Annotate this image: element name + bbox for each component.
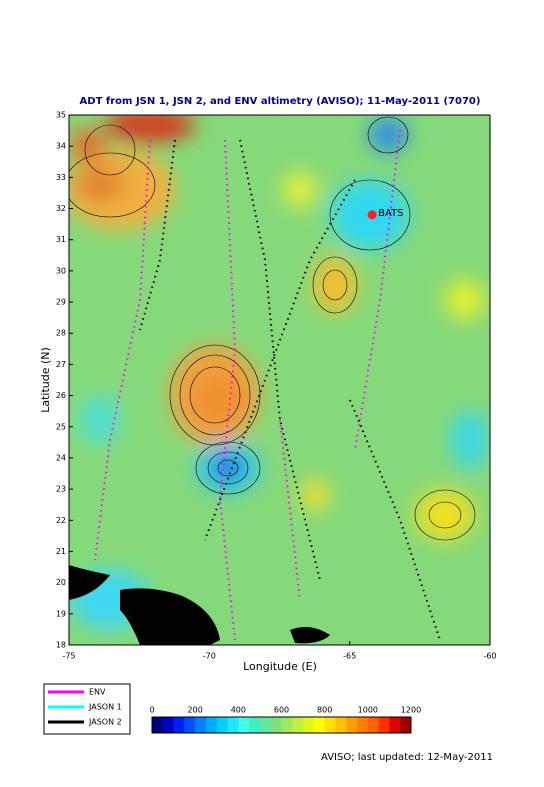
colorbar-tick-label: 0 bbox=[149, 706, 154, 715]
colorbar-cell bbox=[335, 717, 347, 733]
x-tick-label: -60 bbox=[483, 652, 496, 661]
colorbar-tick-label: 400 bbox=[231, 706, 246, 715]
colorbar-tick-label: 1000 bbox=[358, 706, 378, 715]
colorbar-cell bbox=[195, 717, 207, 733]
y-tick-label: 24 bbox=[56, 453, 66, 462]
axes: -75 -70 -65 -60 18 19 20 21 22 23 24 25 26 27 28 29 30 31… bbox=[56, 111, 497, 661]
x-tick-label: -70 bbox=[203, 652, 216, 661]
y-tick-label: 22 bbox=[56, 516, 66, 525]
colorbar-cell bbox=[184, 717, 196, 733]
y-tick-label: 30 bbox=[56, 266, 66, 275]
y-tick-label: 34 bbox=[56, 142, 66, 151]
y-tick-label: 29 bbox=[56, 298, 66, 307]
colorbar-tick-label: 800 bbox=[317, 706, 332, 715]
y-axis-label: Latitude (N) bbox=[39, 347, 52, 413]
legend-label: JASON 2 bbox=[88, 718, 122, 727]
y-tick-label: 25 bbox=[56, 422, 66, 431]
colorbar-cell bbox=[238, 717, 250, 733]
colorbar: 0 200 400 600 800 1000 1200 bbox=[149, 706, 421, 734]
y-tick-label: 19 bbox=[56, 609, 66, 618]
y-tick-label: 33 bbox=[56, 173, 66, 182]
legend-label: JASON 1 bbox=[88, 703, 122, 712]
colorbar-cell bbox=[313, 717, 325, 733]
colorbar-cell bbox=[357, 717, 369, 733]
y-tick-label: 28 bbox=[56, 329, 66, 338]
colorbar-cell bbox=[270, 717, 282, 733]
field bbox=[69, 115, 490, 645]
colorbar-cell bbox=[259, 717, 272, 733]
y-tick-label: 32 bbox=[56, 204, 66, 213]
colorbar-cell bbox=[281, 717, 293, 733]
y-tick-label: 18 bbox=[56, 641, 66, 650]
x-axis-label: Longitude (E) bbox=[243, 660, 317, 673]
colorbar-cell bbox=[249, 717, 261, 733]
y-tick-label: 21 bbox=[56, 547, 66, 556]
x-tick-label: -75 bbox=[62, 652, 75, 661]
colorbar-cell bbox=[303, 717, 315, 733]
x-tick-label: -65 bbox=[343, 652, 356, 661]
colorbar-cell bbox=[227, 717, 239, 733]
station-label: BATS bbox=[378, 208, 403, 219]
colorbar-cell bbox=[389, 717, 401, 733]
footer: AVISO; last updated: 12-May-2011 bbox=[321, 752, 493, 763]
colorbar-tick-label: 600 bbox=[274, 706, 289, 715]
y-tick-label: 20 bbox=[56, 578, 66, 587]
y-tick-label: 31 bbox=[56, 235, 66, 244]
title: ADT from JSN 1, JSN 2, and ENV altimetry… bbox=[80, 96, 481, 107]
y-tick-label: 26 bbox=[56, 391, 66, 400]
legend: ENV JASON 1 JASON 2 bbox=[48, 688, 122, 727]
colorbar-cell bbox=[367, 717, 379, 733]
colorbar-tick-label: 200 bbox=[188, 706, 203, 715]
colorbar-tick-label: 1200 bbox=[401, 706, 421, 715]
station-marker bbox=[367, 210, 377, 220]
plot-frame bbox=[68, 114, 491, 646]
colorbar-cell bbox=[346, 717, 358, 733]
legend-label: ENV bbox=[89, 688, 106, 697]
y-tick-label: 27 bbox=[56, 360, 66, 369]
colorbar-cell bbox=[205, 717, 218, 733]
colorbar-cell bbox=[378, 717, 390, 733]
colorbar-cell bbox=[400, 717, 412, 733]
colorbar-cell bbox=[152, 717, 164, 733]
colorbar-frame bbox=[151, 716, 412, 734]
colorbar-cell bbox=[292, 717, 304, 733]
y-tick-label: 23 bbox=[56, 485, 66, 494]
y-tick-label: 35 bbox=[56, 111, 66, 120]
colorbar-cell bbox=[162, 717, 174, 733]
colorbar-cell bbox=[173, 717, 185, 733]
colorbar-cell bbox=[216, 717, 228, 733]
colorbar-cell bbox=[324, 717, 336, 733]
